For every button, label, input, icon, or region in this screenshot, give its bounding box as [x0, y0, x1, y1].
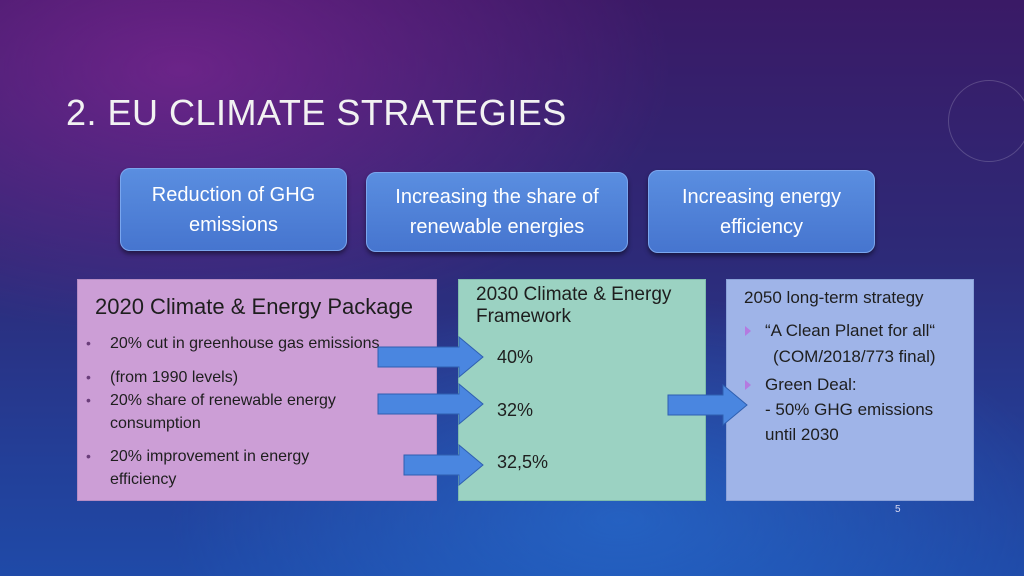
panel-2050-title: 2050 long-term strategy: [744, 288, 924, 307]
panel-2030-framework: 2030 Climate & Energy Framework 40% 32% …: [458, 279, 706, 501]
slide-title: 2. EU CLIMATE STRATEGIES: [66, 92, 567, 133]
strategy-item: “A Clean Planet for all“: [765, 321, 936, 340]
bullet-text: (from 1990 levels): [110, 369, 239, 386]
bullet-text: 20% improvement in energy efficiency: [110, 448, 310, 488]
panel-2050-strategy: 2050 long-term strategy “A Clean Planet …: [726, 279, 974, 501]
bullet-text: 20% share of renewable energy consumptio…: [110, 392, 336, 432]
arrow-right-icon: [403, 444, 484, 486]
strategy-item: - 50% GHG emissions: [765, 400, 934, 419]
target-ghg-2030: 40%: [497, 347, 534, 367]
arrow-right-icon: [667, 384, 748, 426]
arrow-bullet-icon: [745, 326, 751, 336]
bullet-item: • 20% share of renewable energy consumpt…: [86, 389, 336, 435]
panel-2030-title: 2030 Climate & Energy Framework: [476, 284, 672, 327]
goal-ghg-reduction: Reduction of GHG emissions: [120, 168, 347, 251]
bullet-item: • (from 1990 levels): [86, 366, 238, 389]
bullet-item: • 20% improvement in energy efficiency: [86, 445, 309, 491]
goal-label: Reduction of GHG emissions: [151, 183, 316, 236]
target-efficiency-2030: 32,5%: [497, 452, 549, 472]
decorative-ring: [948, 80, 1024, 162]
arrow-bullet-icon: [745, 380, 751, 390]
goal-energy-efficiency: Increasing energy efficiency: [648, 170, 875, 253]
bullet-dot: •: [86, 392, 91, 408]
goal-label: Increasing the share of renewable energi…: [395, 186, 599, 238]
bullet-dot: •: [86, 335, 91, 351]
strategy-item: until 2030: [765, 425, 839, 444]
bullet-dot: •: [86, 448, 91, 464]
arrow-right-icon: [377, 383, 484, 425]
panel-2020-title: 2020 Climate & Energy Package: [95, 294, 413, 319]
goal-label: Increasing energy efficiency: [682, 185, 841, 238]
bullet-text: 20% cut in greenhouse gas emissions: [110, 335, 380, 352]
arrow-right-icon: [377, 336, 484, 378]
strategy-item: (COM/2018/773 final): [773, 347, 936, 366]
page-number: 5: [895, 504, 901, 515]
bullet-dot: •: [86, 369, 91, 385]
bullet-item: • 20% cut in greenhouse gas emissions: [86, 332, 380, 355]
target-renewables-2030: 32%: [497, 400, 534, 420]
strategy-item: Green Deal:: [765, 375, 857, 394]
panel-2020-package: 2020 Climate & Energy Package • 20% cut …: [77, 279, 437, 501]
goal-renewables-share: Increasing the share of renewable energi…: [366, 172, 628, 252]
